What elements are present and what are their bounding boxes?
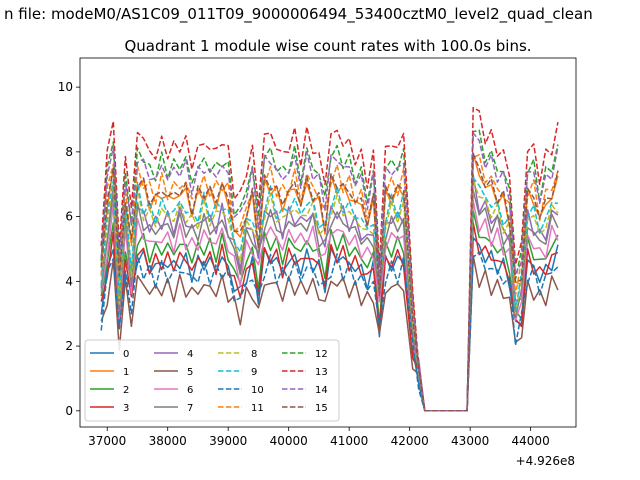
x-tick-label: 41000 [330, 434, 368, 448]
legend-label-8: 8 [251, 349, 257, 360]
x-tick-label: 39000 [209, 434, 247, 448]
legend-label-11: 11 [251, 403, 264, 414]
legend-label-9: 9 [251, 367, 257, 378]
legend-label-3: 3 [123, 403, 129, 414]
legend-label-7: 7 [187, 403, 193, 414]
legend-label-0: 0 [123, 349, 129, 360]
y-tick-label: 4 [65, 274, 73, 288]
legend-frame [84, 339, 340, 422]
x-tick-label: 37000 [88, 434, 126, 448]
series-line-5 [100, 254, 559, 412]
x-offset-label: +4.926e8 [516, 454, 575, 468]
series-line-8 [100, 179, 559, 412]
series-line-1 [100, 152, 559, 412]
series-line-13 [100, 106, 559, 412]
legend-label-15: 15 [315, 403, 328, 414]
x-tick-label: 43000 [451, 434, 489, 448]
series-layer [100, 106, 559, 412]
legend-label-6: 6 [187, 385, 193, 396]
series-line-15 [100, 152, 559, 412]
x-tick-label: 38000 [149, 434, 187, 448]
series-line-2 [100, 210, 559, 412]
chart-title: Quadrant 1 module wise count rates with … [124, 37, 531, 55]
legend-label-2: 2 [123, 385, 129, 396]
legend-label-10: 10 [251, 385, 264, 396]
series-line-6 [100, 199, 559, 412]
y-tick-label: 0 [65, 404, 73, 418]
series-line-9 [100, 177, 558, 412]
axes-frame [79, 57, 577, 428]
series-line-7 [100, 189, 559, 412]
series-line-3 [100, 221, 559, 412]
y-tick-label: 10 [58, 80, 73, 94]
legend-label-13: 13 [315, 367, 328, 378]
y-axis: 0 2 4 6 8 10 [58, 80, 80, 418]
x-tick-label: 44000 [512, 434, 550, 448]
y-tick-label: 2 [65, 339, 73, 353]
legend-label-1: 1 [123, 367, 129, 378]
chart-suptitle: n file: modeM0/AS1C09_011T09_9000006494_… [4, 5, 593, 24]
y-tick-label: 6 [65, 210, 73, 224]
x-tick-label: 40000 [270, 434, 308, 448]
series-line-11 [100, 154, 559, 412]
legend-label-12: 12 [315, 349, 328, 360]
series-line-12 [100, 129, 559, 412]
legend-label-14: 14 [315, 385, 328, 396]
x-tick-label: 42000 [391, 434, 429, 448]
y-tick-label: 8 [65, 145, 73, 159]
legend-label-5: 5 [187, 367, 193, 378]
series-line-4 [100, 173, 559, 412]
series-line-10 [100, 251, 559, 412]
legend-label-4: 4 [187, 349, 193, 360]
series-line-14 [100, 132, 559, 412]
x-axis: 37000 38000 39000 40000 41000 42000 43000 44000 [88, 427, 550, 448]
